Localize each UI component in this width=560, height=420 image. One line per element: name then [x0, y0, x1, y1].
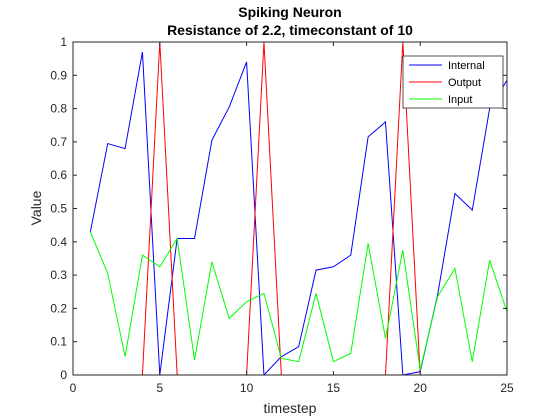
x-tick-label: 0 [70, 381, 77, 395]
x-tick-label: 25 [500, 381, 514, 395]
x-tick-label: 20 [414, 381, 428, 395]
legend-label-internal: Internal [448, 60, 485, 72]
y-axis-label: Value [28, 190, 44, 225]
y-tick-label: 0.7 [50, 135, 67, 149]
y-tick-label: 0.4 [50, 235, 67, 249]
y-tick-label: 0 [60, 368, 67, 382]
legend-label-input: Input [448, 94, 472, 106]
y-tick-label: 0.2 [50, 301, 67, 315]
tick-layer: 0 5 10 15 20 25 0 0.1 0.2 0.3 0.4 0.5 0.6 0.7 0.8 0.9 1 [50, 35, 514, 395]
y-tick-label: 0.6 [50, 168, 67, 182]
chart-title: Spiking Neuron [238, 4, 341, 20]
y-tick-label: 0.9 [50, 68, 67, 82]
series-line-input [89, 231, 507, 371]
y-tick-label: 0.1 [50, 335, 67, 349]
x-tick-label: 10 [240, 381, 254, 395]
series-layer [89, 42, 507, 375]
y-tick-label: 0.5 [50, 202, 67, 216]
y-tick-label: 0.8 [50, 102, 67, 116]
chart-subtitle: Resistance of 2.2, timeconstant of 10 [167, 22, 413, 38]
y-tick-label: 1 [60, 35, 67, 49]
legend: Internal Output Input [402, 55, 504, 109]
y-tick-label: 0.3 [50, 268, 67, 282]
x-tick-label: 15 [327, 381, 341, 395]
x-axis-label: timestep [264, 400, 317, 416]
x-tick-label: 5 [156, 381, 163, 395]
series-line-internal [89, 51, 507, 375]
legend-label-output: Output [448, 77, 481, 89]
